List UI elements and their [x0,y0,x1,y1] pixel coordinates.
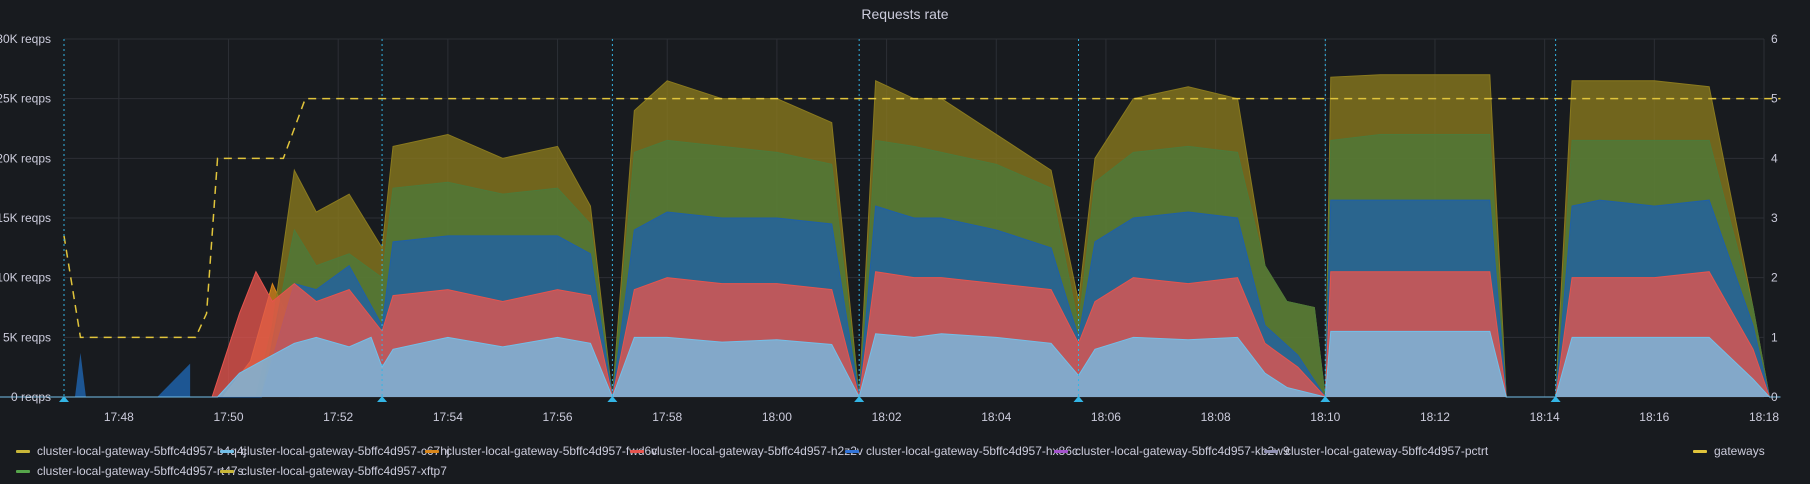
x-tick-label: 17:58 [652,410,682,424]
legend-label: cluster-local-gateway-5bffc4d957-rt47s [37,464,244,478]
y-tick-label-left: 25K reqps [0,92,51,106]
x-tick-label: 17:52 [323,410,353,424]
annotation-marker [854,396,865,402]
x-tick-label: 18:10 [1310,410,1340,424]
annotations [59,39,1561,402]
y-tick-label-right: 3 [1771,211,1778,225]
y-tick-label-left: 5K reqps [3,330,51,344]
legend-swatch [425,449,439,453]
y-tick-label-left: 20K reqps [0,151,51,165]
legend-swatch [845,449,859,453]
x-tick-label: 18:04 [981,410,1011,424]
y-tick-label-right: 4 [1771,151,1778,165]
legend-item[interactable]: cluster-local-gateway-5bffc4d957-h2z2v [630,444,863,458]
legend-label: cluster-local-gateway-5bffc4d957-b4q4j [37,444,247,458]
annotation-marker [1320,396,1331,402]
early-spike [157,363,191,397]
annotation-marker [1073,396,1084,402]
requests-rate-chart: 0 reqps 5K reqps 10K reqps 15K reqps 20K req… [0,32,1781,424]
x-tick-label: 17:56 [543,410,573,424]
legend-item[interactable]: cluster-local-gateway-5bffc4d957-fwd6v [425,444,657,458]
x-tick-label: 18:02 [872,410,902,424]
legend-item[interactable]: cluster-local-gateway-5bffc4d957-kb2w9 [1054,444,1290,458]
y-tick-label-right: 1 [1771,330,1778,344]
y-tick-label-left: 15K reqps [0,211,51,225]
y-tick-label-right: 0 [1771,390,1778,404]
legend-label: cluster-local-gateway-5bffc4d957-kb2w9 [1075,444,1290,458]
y-tick-label-right: 5 [1771,92,1778,106]
stacked-areas [0,74,1781,399]
legend-item[interactable]: cluster-local-gateway-5bffc4d957-hx86c [845,444,1078,458]
legend-item[interactable]: cluster-local-gateway-5bffc4d957-c67hj [220,444,450,458]
legend-swatch [1054,449,1068,453]
legend-label: cluster-local-gateway-5bffc4d957-pctrt [1285,444,1489,458]
annotation-marker [59,396,69,402]
legend-item[interactable]: gateways [1693,444,1765,458]
early-spike [74,352,86,397]
legend-label: cluster-local-gateway-5bffc4d957-xftp7 [241,464,447,478]
x-tick-label: 17:54 [433,410,463,424]
legend-swatch [1693,449,1707,453]
annotation-marker [377,396,388,402]
legend-swatch [220,469,234,473]
legend-label: cluster-local-gateway-5bffc4d957-c67hj [241,444,450,458]
legend-swatch [220,449,234,453]
series-line [0,330,1781,399]
legend-label: cluster-local-gateway-5bffc4d957-hx86c [866,444,1078,458]
y-tick-label-left: 10K reqps [0,271,51,285]
x-tick-label: 17:48 [104,410,134,424]
y-tick-label-left: 30K reqps [0,32,51,46]
annotation-marker [1550,396,1561,402]
axes: 0 reqps 5K reqps 10K reqps 15K reqps 20K req… [0,32,1779,424]
legend-item[interactable]: cluster-local-gateway-5bffc4d957-xftp7 [220,464,447,478]
legend-item[interactable]: cluster-local-gateway-5bffc4d957-pctrt [1264,444,1488,458]
legend-label: cluster-local-gateway-5bffc4d957-fwd6v [446,444,658,458]
x-tick-label: 18:08 [1201,410,1231,424]
x-tick-label: 18:12 [1420,410,1450,424]
legend-swatch [16,449,30,453]
legend-swatch [1264,449,1278,453]
legend-label: cluster-local-gateway-5bffc4d957-h2z2v [651,444,863,458]
legend-swatch [16,469,30,473]
panel-title[interactable]: Requests rate [861,6,949,22]
x-tick-label: 18:18 [1749,410,1779,424]
x-tick-label: 18:16 [1639,410,1669,424]
series-lines [63,97,1781,339]
series-area [0,331,1781,397]
legend: cluster-local-gateway-5bffc4d957-b4q4j cl… [0,434,1810,482]
annotation-marker [607,396,618,402]
x-tick-label: 18:14 [1530,410,1560,424]
y-tick-label-left: 0 reqps [11,390,51,404]
legend-item[interactable]: cluster-local-gateway-5bffc4d957-b4q4j [16,444,246,458]
legend-swatch [630,449,644,453]
y-tick-label-right: 6 [1771,32,1778,46]
x-tick-label: 18:00 [762,410,792,424]
x-tick-label: 18:06 [1091,410,1121,424]
y-tick-label-right: 2 [1771,271,1778,285]
gateways-line [63,97,1781,339]
legend-item[interactable]: cluster-local-gateway-5bffc4d957-rt47s [16,464,244,478]
x-tick-label: 17:50 [214,410,244,424]
legend-label: gateways [1714,444,1765,458]
